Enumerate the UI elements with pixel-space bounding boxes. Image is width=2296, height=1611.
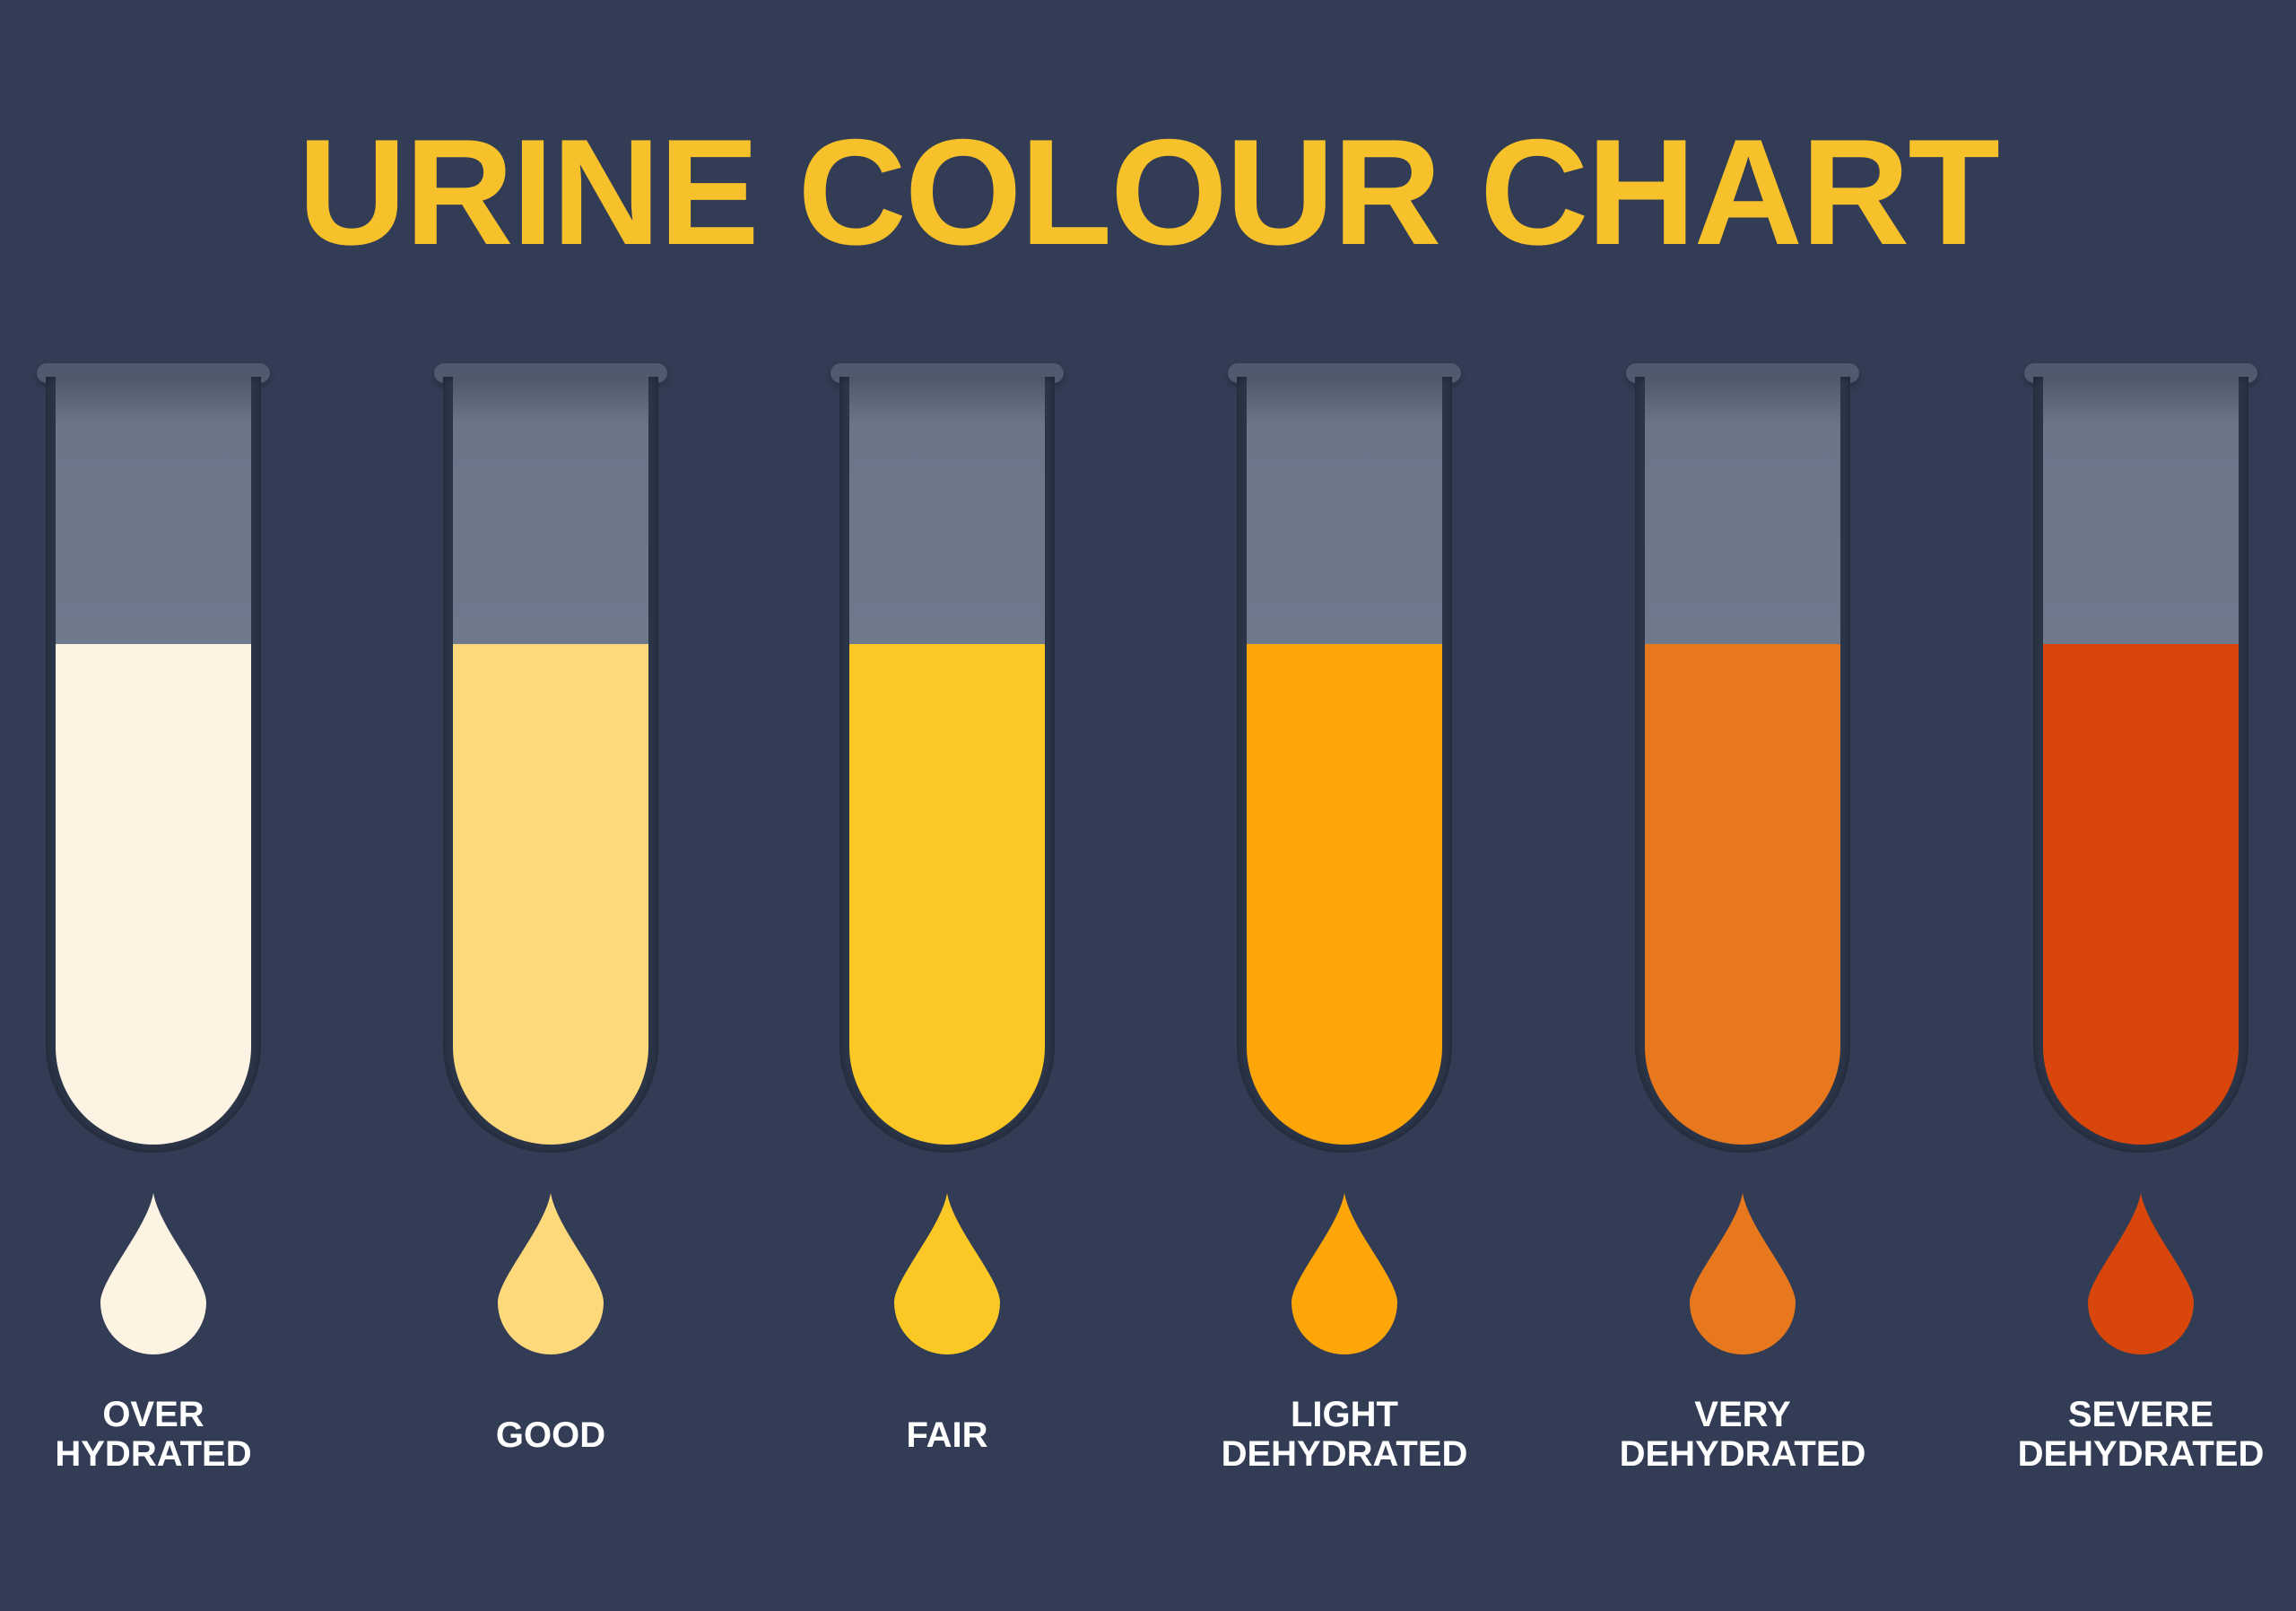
level-label: GOOD [389, 1415, 712, 1455]
test-tube [2033, 377, 2248, 1153]
test-tube [1635, 377, 1850, 1153]
level-label-line1: GOOD [495, 1415, 606, 1455]
level-severe-dehydrated: SEVERE DEHYDRATED [2006, 359, 2275, 1489]
test-tube [46, 377, 261, 1153]
droplet-icon [100, 1193, 206, 1354]
level-light-dehydrated: LIGHT DEHYDRATED [1210, 359, 1479, 1489]
level-label-line2: DEHYDRATED [2017, 1434, 2265, 1474]
tube-liquid [849, 644, 1045, 1145]
level-label-line1: LIGHT [1291, 1395, 1398, 1434]
level-label-line2: DEHYDRATED [1619, 1434, 1866, 1474]
level-label: FAIR [786, 1415, 1109, 1455]
tube-empty-glass [849, 377, 1045, 646]
level-label-line2: HYDRATED [55, 1434, 252, 1474]
tube-liquid [453, 644, 648, 1145]
test-tube [1237, 377, 1452, 1153]
level-label: VERY DEHYDRATED [1581, 1395, 1904, 1474]
droplet-icon [498, 1193, 604, 1354]
droplet-icon [1690, 1193, 1796, 1354]
level-label-line1: OVER [102, 1395, 204, 1434]
level-label-line1: SEVERE [2067, 1395, 2214, 1434]
level-label-line2: DEHYDRATED [1221, 1434, 1468, 1474]
tube-empty-glass [2043, 377, 2239, 646]
level-over-hydrated: OVER HYDRATED [19, 359, 288, 1489]
droplet-icon [1292, 1193, 1397, 1354]
level-label-line1: FAIR [906, 1415, 988, 1455]
level-very-dehydrated: VERY DEHYDRATED [1608, 359, 1877, 1489]
tube-empty-glass [1645, 377, 1840, 646]
level-label-line1: VERY [1694, 1395, 1791, 1434]
tube-empty-glass [56, 377, 251, 646]
tube-empty-glass [1247, 377, 1442, 646]
level-label: SEVERE DEHYDRATED [1979, 1395, 2296, 1474]
droplet-icon [894, 1193, 1000, 1354]
tube-empty-glass [453, 377, 648, 646]
level-good: GOOD [416, 359, 685, 1489]
level-label: LIGHT DEHYDRATED [1183, 1395, 1506, 1474]
tube-liquid [1247, 644, 1442, 1145]
chart-title: URINE COLOUR CHART [298, 108, 2000, 276]
level-label: OVER HYDRATED [0, 1395, 315, 1474]
tube-liquid [1645, 644, 1840, 1145]
level-fair: FAIR [813, 359, 1082, 1489]
tube-liquid [2043, 644, 2239, 1145]
test-tube [839, 377, 1055, 1153]
droplet-icon [2088, 1193, 2194, 1354]
test-tube [443, 377, 658, 1153]
tube-liquid [56, 644, 251, 1145]
